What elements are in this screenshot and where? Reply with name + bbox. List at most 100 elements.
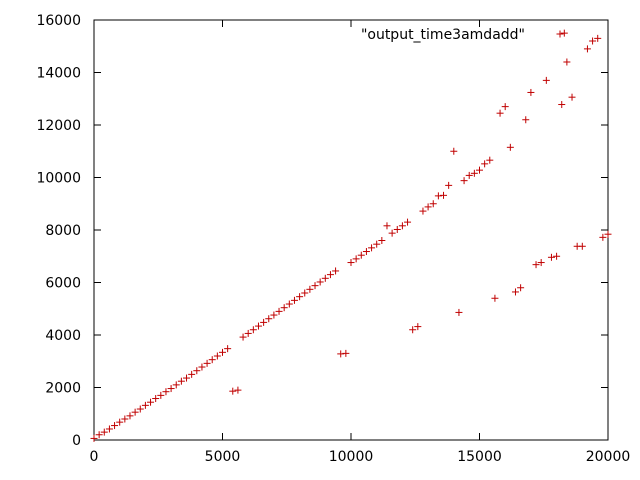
- data-point: [296, 293, 304, 301]
- data-point: [378, 237, 386, 244]
- data-point: [198, 363, 206, 371]
- data-point: [604, 230, 612, 238]
- data-point: [316, 278, 324, 286]
- data-point: [141, 401, 149, 409]
- x-tick-label: 5000: [205, 449, 241, 465]
- data-point: [373, 240, 381, 248]
- data-point: [393, 225, 401, 233]
- data-point: [152, 395, 160, 403]
- data-point: [481, 160, 489, 168]
- data-point: [265, 315, 273, 323]
- data-point: [213, 352, 221, 360]
- data-point: [270, 311, 278, 319]
- data-point: [398, 222, 406, 230]
- y-tick-label: 4000: [45, 328, 81, 344]
- data-point: [476, 166, 483, 174]
- data-point: [326, 271, 334, 279]
- y-tick-label: 12000: [36, 118, 81, 134]
- data-point: [100, 428, 108, 436]
- data-point: [511, 288, 519, 296]
- data-point: [280, 304, 288, 312]
- data-point: [321, 274, 329, 282]
- y-tick-label: 16000: [36, 13, 81, 29]
- data-point: [285, 300, 293, 308]
- data-point: [563, 58, 571, 66]
- data-point: [116, 418, 124, 426]
- data-point: [558, 101, 566, 109]
- data-point: [290, 296, 298, 304]
- data-point: [172, 381, 180, 389]
- data-point: [440, 191, 448, 199]
- data-point: [383, 222, 391, 230]
- data-point: [537, 259, 545, 267]
- y-tick-label: 8000: [45, 223, 81, 239]
- data-point: [121, 415, 129, 423]
- data-point: [234, 386, 242, 394]
- data-point: [244, 329, 252, 337]
- x-tick-label: 10000: [329, 449, 374, 465]
- data-point: [306, 285, 314, 293]
- data-point: [136, 405, 144, 413]
- data-point: [347, 259, 355, 267]
- legend: "output_time3amdadd": [361, 27, 564, 43]
- data-point: [560, 29, 568, 37]
- data-point: [332, 267, 340, 275]
- data-point: [188, 370, 196, 378]
- data-point: [342, 349, 350, 357]
- data-point: [224, 345, 232, 353]
- data-point: [131, 408, 139, 416]
- data-point: [568, 93, 576, 101]
- data-point: [219, 348, 226, 356]
- x-tick-label: 20000: [586, 449, 631, 465]
- data-point: [450, 147, 458, 155]
- data-point: [203, 359, 211, 367]
- y-tick-label: 14000: [36, 66, 81, 82]
- data-point: [599, 233, 607, 241]
- data-point: [517, 284, 525, 292]
- data-point: [424, 203, 432, 211]
- data-point: [409, 326, 417, 334]
- data-point: [301, 289, 309, 297]
- data-points: [90, 29, 612, 442]
- data-point: [229, 387, 237, 395]
- data-point: [126, 412, 134, 420]
- data-point: [496, 109, 504, 117]
- data-point: [532, 261, 540, 269]
- data-point: [177, 377, 185, 385]
- data-point: [491, 294, 499, 302]
- data-point: [95, 431, 103, 439]
- data-point: [594, 34, 602, 42]
- x-tick-label: 15000: [457, 449, 502, 465]
- data-point: [111, 422, 119, 430]
- data-point: [260, 318, 268, 326]
- data-point: [455, 308, 463, 316]
- data-point: [460, 177, 468, 185]
- data-point: [542, 76, 550, 84]
- data-point: [239, 333, 247, 341]
- data-point: [547, 253, 555, 261]
- data-point: [183, 374, 191, 382]
- data-point: [167, 385, 175, 393]
- data-point: [368, 244, 376, 252]
- data-point: [578, 242, 586, 250]
- x-axis: 0 5000 10000 15000 20000: [90, 20, 631, 465]
- data-point: [522, 116, 530, 124]
- data-point: [249, 326, 257, 334]
- legend-marker-plus: [556, 30, 564, 38]
- data-point: [275, 307, 283, 315]
- data-point: [445, 181, 453, 189]
- data-point: [404, 218, 412, 226]
- data-point: [414, 323, 422, 331]
- data-point: [506, 143, 514, 151]
- data-point: [352, 255, 360, 263]
- data-point: [388, 229, 396, 237]
- y-tick-label: 10000: [36, 171, 81, 187]
- data-point: [434, 192, 442, 200]
- data-point: [90, 434, 98, 442]
- data-point: [362, 248, 370, 256]
- data-point: [193, 367, 201, 375]
- data-point: [470, 169, 478, 177]
- data-point: [105, 425, 113, 433]
- data-point: [465, 171, 473, 179]
